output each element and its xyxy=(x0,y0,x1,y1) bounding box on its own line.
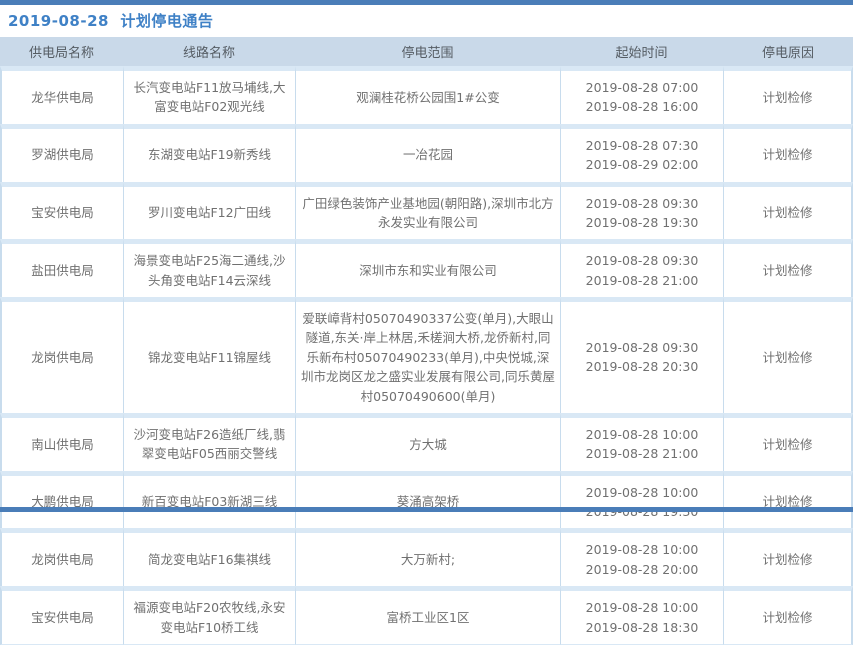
table-row: 大鹏供电局 新百变电站F03新湖三线 葵涌高架桥 2019-08-28 10:0… xyxy=(0,470,853,529)
column-header-time: 起始时间 xyxy=(560,37,723,66)
column-header-reason: 停电原因 xyxy=(723,37,853,66)
bottom-accent-bar xyxy=(0,507,853,512)
cell-start-end-time: 2019-08-28 09:30 2019-08-28 21:00 xyxy=(560,239,723,297)
cell-outage-reason: 计划检修 xyxy=(723,66,853,124)
start-time: 2019-08-28 09:30 xyxy=(585,340,699,356)
cell-bureau-name: 南山供电局 xyxy=(0,412,123,471)
start-time: 2019-08-28 07:00 xyxy=(585,80,699,95)
end-time: 2019-08-28 21:00 xyxy=(585,446,699,462)
cell-outage-scope: 观澜桂花桥公园围1#公变 xyxy=(295,66,560,124)
cell-line-name: 简龙变电站F16集祺线 xyxy=(123,528,295,587)
start-time: 2019-08-28 07:30 xyxy=(585,137,699,153)
cell-outage-scope: 方大城 xyxy=(295,412,560,471)
cell-start-end-time: 2019-08-28 10:00 2019-08-28 21:00 xyxy=(560,412,723,471)
end-time: 2019-08-28 18:30 xyxy=(585,619,699,635)
cell-outage-reason: 计划检修 xyxy=(723,297,853,413)
cell-outage-reason: 计划检修 xyxy=(723,528,853,587)
cell-outage-reason: 计划检修 xyxy=(723,123,853,182)
top-accent-bar xyxy=(0,0,853,5)
cell-line-name: 沙河变电站F26造纸厂线,翡翠变电站F05西丽交警线 xyxy=(123,412,295,471)
cell-bureau-name: 宝安供电局 xyxy=(0,586,123,645)
cell-bureau-name: 罗湖供电局 xyxy=(0,123,123,182)
end-time: 2019-08-29 02:00 xyxy=(585,157,699,173)
cell-outage-scope: 广田绿色装饰产业基地园(朝阳路),深圳市北方永发实业有限公司 xyxy=(295,181,560,240)
cell-line-name: 东湖变电站F19新秀线 xyxy=(123,123,295,182)
cell-bureau-name: 龙岗供电局 xyxy=(0,528,123,587)
start-time: 2019-08-28 10:00 xyxy=(585,542,699,558)
table-header-row: 供电局名称 线路名称 停电范围 起始时间 停电原因 xyxy=(0,37,853,66)
cell-outage-reason: 计划检修 xyxy=(723,470,853,529)
column-header-scope: 停电范围 xyxy=(295,37,560,66)
table-row: 罗湖供电局 东湖变电站F19新秀线 一冶花园 2019-08-28 07:30 … xyxy=(0,123,853,182)
table-row: 龙岗供电局 锦龙变电站F11锦屋线 爱联嶂背村05070490337公变(单月)… xyxy=(0,297,853,413)
cell-line-name: 福源变电站F20农牧线,永安变电站F10桥工线 xyxy=(123,586,295,645)
start-time: 2019-08-28 10:00 xyxy=(585,484,699,500)
cell-start-end-time: 2019-08-28 10:00 2019-08-28 20:00 xyxy=(560,528,723,587)
cell-start-end-time: 2019-08-28 09:30 2019-08-28 20:30 xyxy=(560,297,723,413)
end-time: 2019-08-28 21:00 xyxy=(585,272,699,288)
cell-outage-scope: 富桥工业区1区 xyxy=(295,586,560,645)
end-time: 2019-08-28 20:30 xyxy=(585,359,699,375)
start-time: 2019-08-28 10:00 xyxy=(585,426,699,442)
cell-bureau-name: 龙华供电局 xyxy=(0,66,123,124)
table-row: 龙岗供电局 简龙变电站F16集祺线 大万新村; 2019-08-28 10:00… xyxy=(0,528,853,587)
cell-outage-reason: 计划检修 xyxy=(723,586,853,645)
cell-line-name: 海景变电站F25海二通线,沙头角变电站F14云深线 xyxy=(123,239,295,297)
table-row: 宝安供电局 福源变电站F20农牧线,永安变电站F10桥工线 富桥工业区1区 20… xyxy=(0,586,853,645)
start-time: 2019-08-28 09:30 xyxy=(585,195,699,211)
cell-outage-scope: 爱联嶂背村05070490337公变(单月),大眼山隧道,东关·岸上林居,禾槎涧… xyxy=(295,297,560,413)
cell-line-name: 罗川变电站F12广田线 xyxy=(123,181,295,240)
cell-outage-scope: 大万新村; xyxy=(295,528,560,587)
end-time: 2019-08-28 20:00 xyxy=(585,561,699,577)
table-row: 龙华供电局 长汽变电站F11放马埔线,大富变电站F02观光线 观澜桂花桥公园围1… xyxy=(0,66,853,124)
end-time: 2019-08-28 19:30 xyxy=(585,214,699,230)
cell-outage-reason: 计划检修 xyxy=(723,181,853,240)
cell-start-end-time: 2019-08-28 10:00 2019-08-28 18:30 xyxy=(560,586,723,645)
start-time: 2019-08-28 10:00 xyxy=(585,600,699,616)
outage-table: 供电局名称 线路名称 停电范围 起始时间 停电原因 龙华供电局 长汽变电站F11… xyxy=(0,37,853,645)
cell-bureau-name: 大鹏供电局 xyxy=(0,470,123,529)
cell-start-end-time: 2019-08-28 07:30 2019-08-29 02:00 xyxy=(560,123,723,182)
cell-start-end-time: 2019-08-28 09:30 2019-08-28 19:30 xyxy=(560,181,723,240)
table-row: 宝安供电局 罗川变电站F12广田线 广田绿色装饰产业基地园(朝阳路),深圳市北方… xyxy=(0,181,853,240)
cell-line-name: 锦龙变电站F11锦屋线 xyxy=(123,297,295,413)
end-time: 2019-08-28 16:00 xyxy=(585,99,699,115)
cell-line-name: 长汽变电站F11放马埔线,大富变电站F02观光线 xyxy=(123,66,295,124)
cell-outage-scope: 深圳市东和实业有限公司 xyxy=(295,239,560,297)
cell-bureau-name: 宝安供电局 xyxy=(0,181,123,240)
cell-bureau-name: 龙岗供电局 xyxy=(0,297,123,413)
cell-start-end-time: 2019-08-28 07:00 2019-08-28 16:00 xyxy=(560,66,723,124)
cell-outage-reason: 计划检修 xyxy=(723,239,853,297)
column-header-line: 线路名称 xyxy=(123,37,295,66)
cell-start-end-time: 2019-08-28 10:00 2019-08-28 19:30 xyxy=(560,470,723,529)
column-header-bureau: 供电局名称 xyxy=(0,37,123,66)
page-title: 2019-08-28 计划停电通告 xyxy=(0,5,853,37)
cell-line-name: 新百变电站F03新湖三线 xyxy=(123,470,295,529)
cell-outage-scope: 一冶花园 xyxy=(295,123,560,182)
table-row: 盐田供电局 海景变电站F25海二通线,沙头角变电站F14云深线 深圳市东和实业有… xyxy=(0,239,853,297)
cell-bureau-name: 盐田供电局 xyxy=(0,239,123,297)
cell-outage-scope: 葵涌高架桥 xyxy=(295,470,560,529)
start-time: 2019-08-28 09:30 xyxy=(585,253,699,269)
cell-outage-reason: 计划检修 xyxy=(723,412,853,471)
table-row: 南山供电局 沙河变电站F26造纸厂线,翡翠变电站F05西丽交警线 方大城 201… xyxy=(0,412,853,471)
